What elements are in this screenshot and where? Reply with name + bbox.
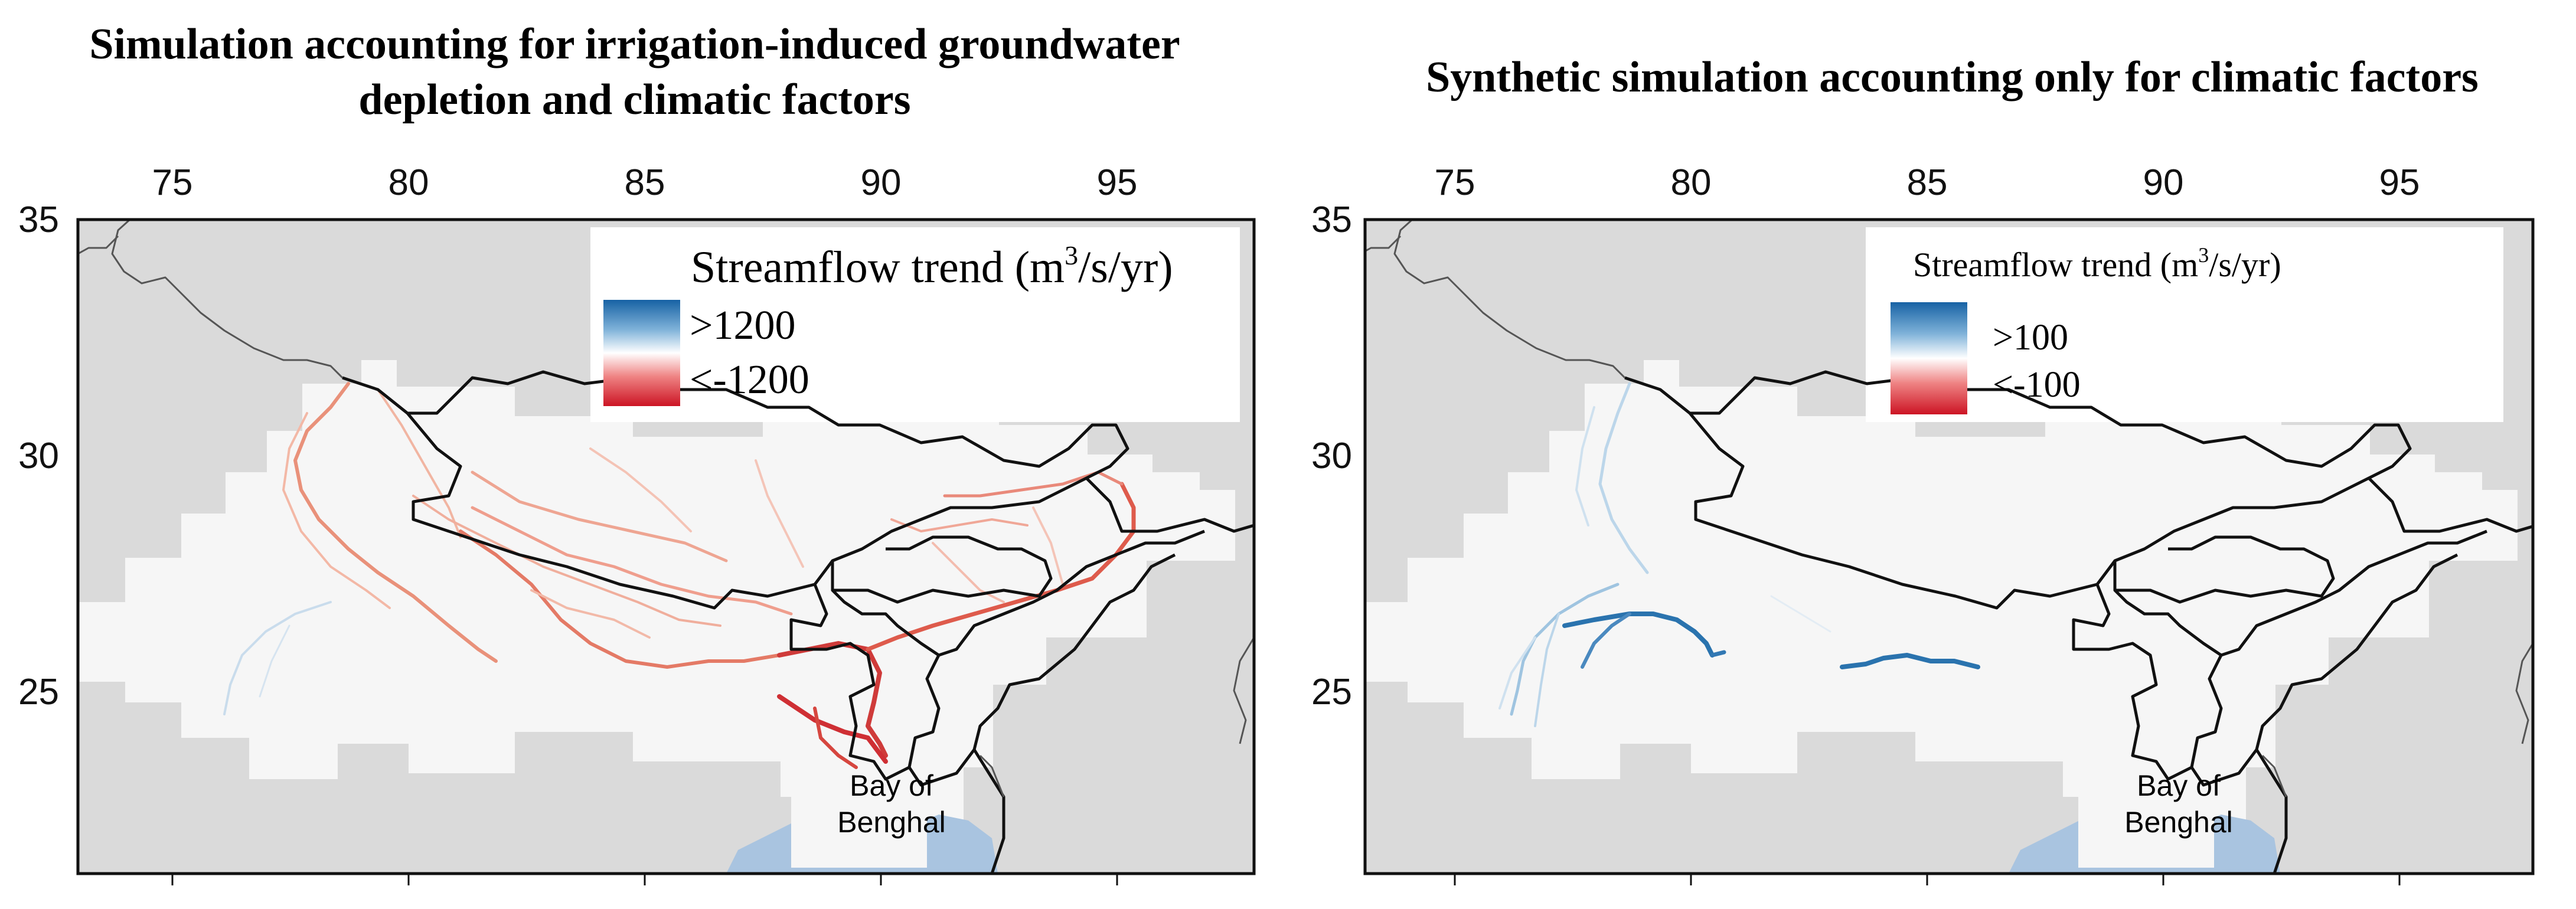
right-legend-colorbar — [1891, 302, 1967, 414]
right-lat-tick-25: 25 — [1311, 672, 1352, 712]
left-lon-tick-80: 80 — [388, 162, 429, 203]
left-bay-label-line2: Benghal — [837, 806, 946, 839]
right-legend: Streamflow trend (m3/s/yr) >100 <-100 — [1891, 243, 2281, 414]
left-legend-max-label: >1200 — [690, 303, 795, 348]
right-streamflow-trends — [1498, 382, 1980, 727]
right-map-bay-box — [2078, 756, 2214, 868]
left-lon-tick-85: 85 — [625, 162, 665, 203]
left-lon-tick-90: 90 — [861, 162, 902, 203]
left-lat-tick-25: 25 — [18, 672, 59, 712]
right-lat-tick-30: 30 — [1311, 436, 1352, 476]
left-map-bay-box — [791, 756, 927, 868]
left-lon-ticks — [171, 874, 1118, 885]
right-bay-label-line2: Benghal — [2124, 806, 2233, 839]
right-lon-ticks — [1454, 874, 2401, 885]
right-lon-tick-75: 75 — [1435, 162, 1475, 203]
right-lon-tick-85: 85 — [1907, 162, 1948, 203]
left-bay-label-line1: Bay of — [850, 769, 933, 802]
left-lon-tick-75: 75 — [152, 162, 193, 203]
right-legend-max-label: >100 — [1993, 318, 2068, 358]
left-map: 75 80 85 90 95 35 30 25 Streamflow trend… — [18, 162, 1256, 885]
left-streamflow-trends — [223, 382, 1136, 769]
left-panel-title-line1: Simulation accounting for irrigation-ind… — [89, 20, 1180, 68]
right-map-frame — [1363, 218, 2535, 875]
left-lat-tick-30: 30 — [18, 436, 59, 476]
right-bay-label-line1: Bay of — [2137, 769, 2221, 802]
right-lon-tick-80: 80 — [1671, 162, 1712, 203]
left-map-frame — [76, 218, 1256, 875]
right-map: 75 80 85 90 95 35 30 25 Streamflow trend… — [1311, 162, 2535, 885]
right-lon-tick-95: 95 — [2379, 162, 2420, 203]
right-lon-tick-90: 90 — [2143, 162, 2184, 203]
left-legend-colorbar — [603, 300, 680, 406]
left-panel-title: Simulation accounting for irrigation-ind… — [0, 17, 1269, 127]
right-lat-tick-35: 35 — [1311, 200, 1352, 240]
right-legend-min-label: <-100 — [1993, 365, 2081, 405]
left-legend-title: Streamflow trend (m3/s/yr) — [691, 240, 1173, 292]
left-lon-tick-95: 95 — [1097, 162, 1138, 203]
right-legend-title: Streamflow trend (m3/s/yr) — [1913, 243, 2281, 284]
right-panel-title: Synthetic simulation accounting only for… — [1328, 50, 2576, 105]
left-panel-title-line2: depletion and climatic factors — [358, 76, 911, 124]
left-legend-min-label: <-1200 — [690, 357, 809, 403]
right-panel-title-line1: Synthetic simulation accounting only for… — [1426, 53, 2479, 102]
left-lat-tick-35: 35 — [18, 200, 59, 240]
left-legend: Streamflow trend (m3/s/yr) >1200 <-1200 — [603, 240, 1173, 406]
